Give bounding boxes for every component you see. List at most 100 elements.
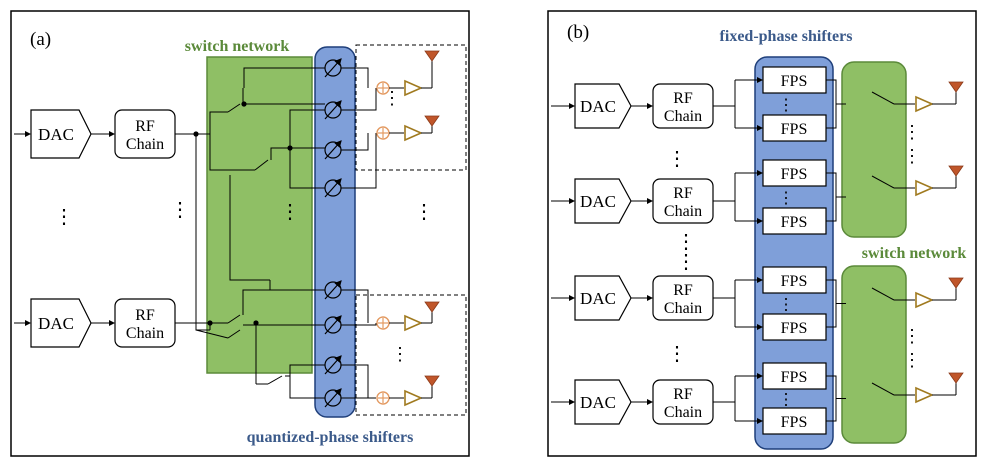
ellipsis-b-ant-top-1: ⋮ [903,122,921,142]
wire [196,111,228,135]
fps-label: FPS [781,320,808,337]
fps-label: FPS [781,121,808,138]
rf-chain-label-line1: RF [673,90,693,107]
fps-label: FPS [781,166,808,183]
ellipsis-b-4: ⋮ [667,343,687,365]
panel-a-wiring [193,67,377,399]
phase-shifter-arrow [324,178,342,198]
ellipsis-b-ant-bot-2: ⋮ [903,350,921,370]
rf-chain-label-line2: Chain [126,136,164,153]
wire [341,133,377,189]
antenna-icon [948,372,964,395]
fps-shape [762,313,827,341]
ellipsis-b-3: ⋮ [676,231,696,253]
ellipsis-dac: ⋮ [54,206,74,228]
phase-shifter-circle [324,356,342,374]
antenna-icon [948,277,964,300]
phase-shifter [324,315,342,335]
phase-shifter-circle [324,59,342,77]
wire [341,289,369,323]
dac-block: DAC [574,83,632,129]
amplifier-icon [915,386,934,404]
fps-ellipsis: ⋮ [778,392,794,409]
wire [341,67,369,88]
switch-contact [267,375,283,385]
switch-contact [227,314,241,324]
amplifier-icon [915,291,934,309]
antenna-group-top [355,44,467,171]
wire [289,109,325,148]
wire [341,133,369,151]
panel-a-frame [10,10,470,457]
phase-shifter-arrow [324,280,342,300]
fps-shape [762,207,827,235]
amplifier-icon [404,79,423,97]
rf-chain-label-line2: Chain [664,404,702,421]
dac-label: DAC [38,314,74,333]
switch-contact [871,91,895,105]
wire [209,134,255,171]
dac-block: DAC [574,178,632,224]
switch-network-block-top [841,61,907,238]
fps-shape [762,407,827,435]
fixed-phase-shifters-label: fixed-phase shifters [720,28,853,45]
rf-chain-label-line2: Chain [664,108,702,125]
panel-b-switches [826,79,964,422]
quantized-phase-shifters-label: quantized-phase shifters [247,429,414,446]
rf-chain-label-line1: RF [135,307,155,324]
antenna-head [948,165,964,177]
switch-contact [871,175,895,189]
dac-shape [30,109,92,159]
fixed-phase-shifter-block [754,56,834,450]
phase-shifter-arrow [324,100,342,120]
antenna-head [424,115,440,127]
fps-block: FPS [762,159,827,187]
switch-network-block-bottom [841,265,907,444]
dac-block: DAC [30,109,92,159]
phase-shifter-circle [324,179,342,197]
wire [242,289,325,315]
wire [195,329,229,339]
switch-network-label: switch network [185,38,290,55]
ellipsis-b-ant-top-2: ⋮ [903,146,921,166]
adder-icon [376,316,390,330]
fps-label: FPS [781,273,808,290]
dac-label: DAC [580,289,616,308]
switch-contact [227,329,241,339]
antenna-head [424,301,440,313]
amplifier-icon [915,179,934,197]
rf-chain-label-line1: RF [673,185,693,202]
fps-block: FPS [762,313,827,341]
antenna-group-bottom [355,294,467,416]
panel-b-frame [547,10,977,457]
antenna-icon [424,375,440,398]
ellipsis-top-group: ⋮ [383,88,401,108]
wire [341,364,369,398]
rf-chain-label-line2: Chain [664,203,702,220]
phase-shifter-circle [324,141,342,159]
wire [341,323,377,326]
antenna-icon [424,301,440,323]
switch-contact [227,103,241,113]
ellipsis-b-2: ⋮ [676,251,696,273]
rf-chain-label-line1: RF [673,282,693,299]
panel-a-phase-shifters [324,58,342,408]
amplifier-icon [404,124,423,142]
dac-label: DAC [580,97,616,116]
antenna-icon [424,50,440,88]
phase-shifter [324,178,342,198]
ellipsis-bottom-group: ⋮ [391,344,409,364]
fps-block: FPS [762,266,827,294]
antenna-icon [948,81,964,104]
wire [270,147,325,160]
fps-ellipsis: ⋮ [778,97,794,114]
fps-block: FPS [762,407,827,435]
dac-label: DAC [38,125,74,144]
